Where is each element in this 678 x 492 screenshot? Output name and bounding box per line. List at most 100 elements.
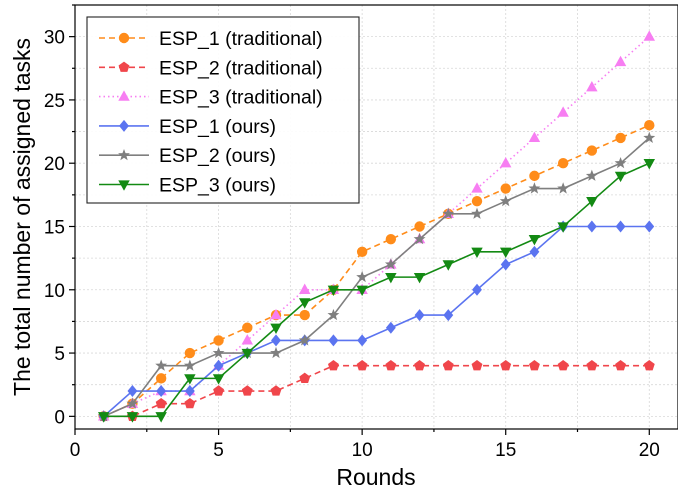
data-point	[499, 156, 512, 168]
y-axis-label: The total number of assigned tasks	[9, 38, 35, 396]
data-point	[586, 145, 598, 156]
data-point	[298, 334, 311, 346]
data-point	[471, 207, 483, 219]
data-point	[299, 372, 311, 383]
data-point	[328, 334, 339, 347]
data-point	[499, 194, 512, 207]
data-point	[442, 360, 454, 371]
legend-entry: ESP_3 (ours)	[99, 175, 276, 197]
legend-marker	[118, 32, 130, 44]
data-point	[643, 159, 656, 170]
data-point	[327, 360, 339, 371]
data-point	[471, 195, 483, 207]
data-point	[270, 346, 282, 359]
data-point	[213, 359, 224, 372]
data-point	[385, 233, 397, 245]
data-point	[298, 283, 311, 294]
data-point	[97, 412, 110, 423]
data-point	[155, 359, 168, 371]
legend-label: ESP_2 (ours)	[159, 145, 276, 167]
data-point	[528, 360, 540, 371]
data-point	[643, 360, 655, 371]
data-point	[557, 222, 569, 233]
legend-entry: ESP_1 (ours)	[99, 116, 276, 138]
y-tick-label: 10	[44, 281, 65, 302]
data-point	[586, 81, 598, 92]
legend-marker	[118, 90, 130, 101]
y-tick-label: 5	[54, 344, 65, 365]
legend-marker	[118, 61, 130, 72]
data-point	[242, 322, 253, 333]
data-point	[643, 30, 656, 41]
legend-label: ESP_3 (traditional)	[159, 87, 323, 109]
data-point	[156, 385, 167, 398]
data-point	[413, 272, 426, 284]
series-4	[98, 220, 655, 423]
data-point	[529, 245, 540, 258]
series-line	[103, 225, 650, 417]
data-point	[271, 334, 281, 347]
data-point	[643, 131, 656, 143]
data-point	[414, 221, 425, 232]
data-point	[356, 246, 368, 258]
series-line	[103, 36, 650, 418]
y-tick-label: 20	[44, 154, 65, 175]
data-point	[298, 298, 311, 309]
data-point	[270, 385, 282, 396]
legend-marker	[118, 148, 130, 161]
legend-label: ESP_2 (traditional)	[159, 57, 323, 79]
data-point	[471, 182, 483, 193]
data-point	[500, 258, 511, 271]
data-point	[327, 285, 340, 297]
data-point	[241, 334, 254, 345]
legend-label: ESP_1 (ours)	[159, 116, 276, 138]
data-point	[184, 374, 196, 385]
data-point	[471, 247, 483, 259]
data-point	[442, 207, 455, 219]
legend-entry: ESP_2 (ours)	[99, 145, 276, 167]
data-point	[184, 397, 196, 409]
data-point	[413, 232, 426, 245]
data-point	[614, 171, 627, 183]
data-point	[356, 360, 368, 371]
y-tick-label: 15	[44, 217, 65, 238]
axes-frame	[74, 4, 678, 430]
data-point	[213, 385, 225, 396]
data-point	[585, 169, 598, 181]
x-tick-label: 10	[352, 440, 373, 461]
data-point	[443, 309, 454, 322]
data-point	[184, 347, 196, 359]
data-point	[127, 385, 138, 398]
data-point	[384, 258, 397, 270]
series-line	[103, 124, 650, 418]
data-point	[586, 220, 597, 233]
data-point	[184, 385, 195, 398]
data-point	[471, 360, 483, 371]
data-point	[357, 334, 368, 347]
x-tick-label: 0	[70, 440, 81, 461]
data-point	[299, 309, 310, 321]
data-point	[500, 183, 511, 194]
y-tick-label: 0	[54, 407, 65, 428]
data-point	[586, 197, 598, 208]
data-point	[414, 309, 425, 322]
data-point	[155, 397, 167, 409]
data-point	[212, 374, 225, 385]
legend: ESP_1 (traditional) ESP_2 (traditional) ES…	[86, 16, 360, 204]
x-tick-label: 15	[495, 440, 516, 461]
data-point	[528, 182, 541, 194]
data-point	[385, 321, 396, 334]
legend-label: ESP_3 (ours)	[159, 175, 276, 197]
legend-box	[86, 16, 360, 204]
data-point	[614, 55, 627, 67]
data-point	[644, 120, 655, 131]
x-tick-label: 5	[213, 440, 224, 461]
legend-label: ESP_1 (traditional)	[159, 28, 323, 50]
data-point	[615, 220, 626, 233]
axis-ticks: 0 5 10 15 20 0 5 10 15 20 25 30	[44, 4, 660, 461]
x-axis-label: Rounds	[336, 464, 415, 490]
legend-entry: ESP_2 (traditional)	[99, 57, 323, 79]
data-point	[557, 360, 569, 371]
data-point	[528, 234, 541, 246]
